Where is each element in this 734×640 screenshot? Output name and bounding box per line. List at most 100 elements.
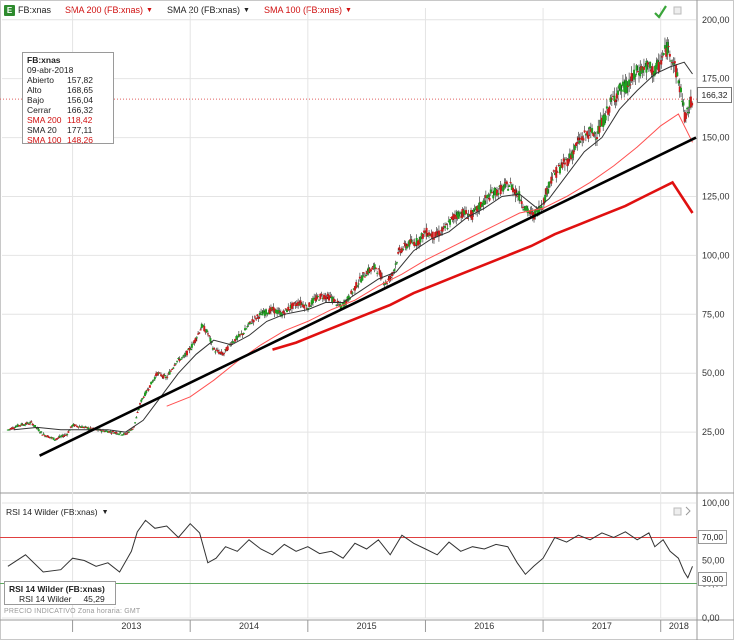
- candle-body: [599, 119, 602, 127]
- candle-body: [19, 425, 22, 427]
- candle-body: [460, 216, 463, 218]
- candle-body: [145, 390, 148, 394]
- candle-body: [537, 206, 540, 214]
- chevron-down-icon[interactable]: ▼: [344, 6, 352, 14]
- candle-body: [639, 66, 642, 77]
- candle-body: [255, 318, 258, 320]
- candle-body: [394, 263, 397, 265]
- sma100-label: SMA 100 (FB:xnas): [263, 5, 342, 15]
- candle-body: [77, 426, 80, 428]
- candle-body: [483, 200, 486, 205]
- rsi-levels: [0, 98, 697, 584]
- chevron-down-icon[interactable]: ▼: [146, 6, 153, 14]
- candle-body: [589, 129, 592, 132]
- chevron-down-icon[interactable]: ▼: [243, 6, 250, 14]
- candle-body: [678, 86, 681, 93]
- candle-body: [544, 194, 547, 202]
- candle-body: [261, 313, 264, 316]
- candle-body: [195, 337, 198, 339]
- candle-body: [393, 268, 396, 271]
- sma100-legend[interactable]: SMA 100 (FB:xnas) ▼: [264, 5, 352, 15]
- candle-body: [624, 80, 627, 93]
- candle-body: [472, 209, 475, 213]
- maximize-icon[interactable]: [673, 507, 682, 516]
- sma200-legend[interactable]: SMA 200 (FB:xnas) ▼: [65, 5, 153, 15]
- rsi-info-box: RSI 14 Wilder (FB:xnas) RSI 14 Wilder 45…: [4, 581, 116, 605]
- candle-body: [71, 425, 74, 427]
- candle-body: [353, 286, 356, 291]
- candle-body: [650, 69, 653, 73]
- symbol-selector[interactable]: E FB:xnas: [4, 4, 52, 16]
- candle-body: [334, 299, 337, 301]
- candle-body: [352, 288, 355, 290]
- candle-body: [161, 376, 164, 378]
- candle-body: [236, 336, 239, 338]
- candle-body: [556, 171, 559, 173]
- chevron-right-icon[interactable]: [685, 506, 691, 516]
- candle-body: [158, 372, 161, 374]
- candle-body: [347, 295, 350, 301]
- candle-body: [462, 210, 465, 214]
- candle-body: [409, 239, 412, 244]
- candle-body: [686, 107, 689, 110]
- symbol-label: FB:xnas: [18, 5, 52, 15]
- info-value: 177,11: [67, 125, 93, 135]
- candle-body: [602, 115, 605, 127]
- candle-body: [550, 176, 553, 184]
- candle-body: [687, 111, 690, 114]
- candle-body: [153, 377, 156, 380]
- candle-body: [27, 423, 30, 425]
- candle-body: [645, 60, 648, 73]
- sma20-legend[interactable]: SMA 20 (FB:xnas) ▼: [167, 5, 250, 15]
- candle-body: [646, 62, 649, 65]
- candle-body: [529, 209, 532, 215]
- candle-body: [473, 208, 476, 210]
- candle-body: [197, 333, 200, 335]
- candle-body: [292, 302, 295, 306]
- candle-body: [202, 325, 205, 327]
- trendline: [39, 136, 697, 457]
- candle-body: [47, 436, 50, 438]
- candle-body: [311, 298, 314, 304]
- time-tick-label: 2018: [669, 621, 689, 631]
- candle-body: [546, 189, 549, 194]
- rsi-panel-title[interactable]: RSI 14 Wilder (FB:xnas) ▼: [6, 507, 109, 517]
- candle-body: [198, 332, 201, 334]
- candle-body: [126, 432, 129, 434]
- candle-body: [389, 276, 392, 278]
- candle-body: [545, 187, 548, 195]
- candle-body: [239, 334, 242, 336]
- candle-body: [392, 271, 395, 273]
- candle-body: [357, 283, 360, 285]
- chevron-down-icon[interactable]: ▼: [101, 508, 109, 516]
- candle-body: [558, 166, 561, 174]
- candle-body: [577, 137, 580, 141]
- candle-body: [405, 245, 408, 249]
- candle-body: [477, 205, 480, 210]
- candle-body: [223, 353, 226, 355]
- info-row: SMA 20 177,11: [27, 125, 109, 135]
- candle-body: [131, 428, 134, 430]
- candle-body: [605, 106, 608, 109]
- candle-body: [167, 373, 170, 375]
- candle-body: [582, 138, 585, 141]
- candle-body: [507, 189, 510, 191]
- checkmark-icon[interactable]: [654, 5, 667, 19]
- candle-body: [614, 99, 617, 103]
- candle-body: [508, 185, 511, 187]
- candle-body: [16, 424, 19, 427]
- candle-body: [136, 412, 139, 414]
- candle-body: [80, 426, 83, 428]
- maximize-icon[interactable]: [673, 6, 682, 15]
- candle-body: [273, 308, 276, 314]
- candle-body: [486, 195, 489, 199]
- candle-body: [340, 305, 343, 309]
- candle-body: [598, 126, 601, 133]
- candle-body: [420, 233, 423, 236]
- candle-body: [66, 434, 69, 436]
- candle-body: [73, 424, 76, 427]
- candle-body: [619, 83, 622, 91]
- candle-body: [562, 158, 565, 162]
- candle-body: [127, 431, 130, 433]
